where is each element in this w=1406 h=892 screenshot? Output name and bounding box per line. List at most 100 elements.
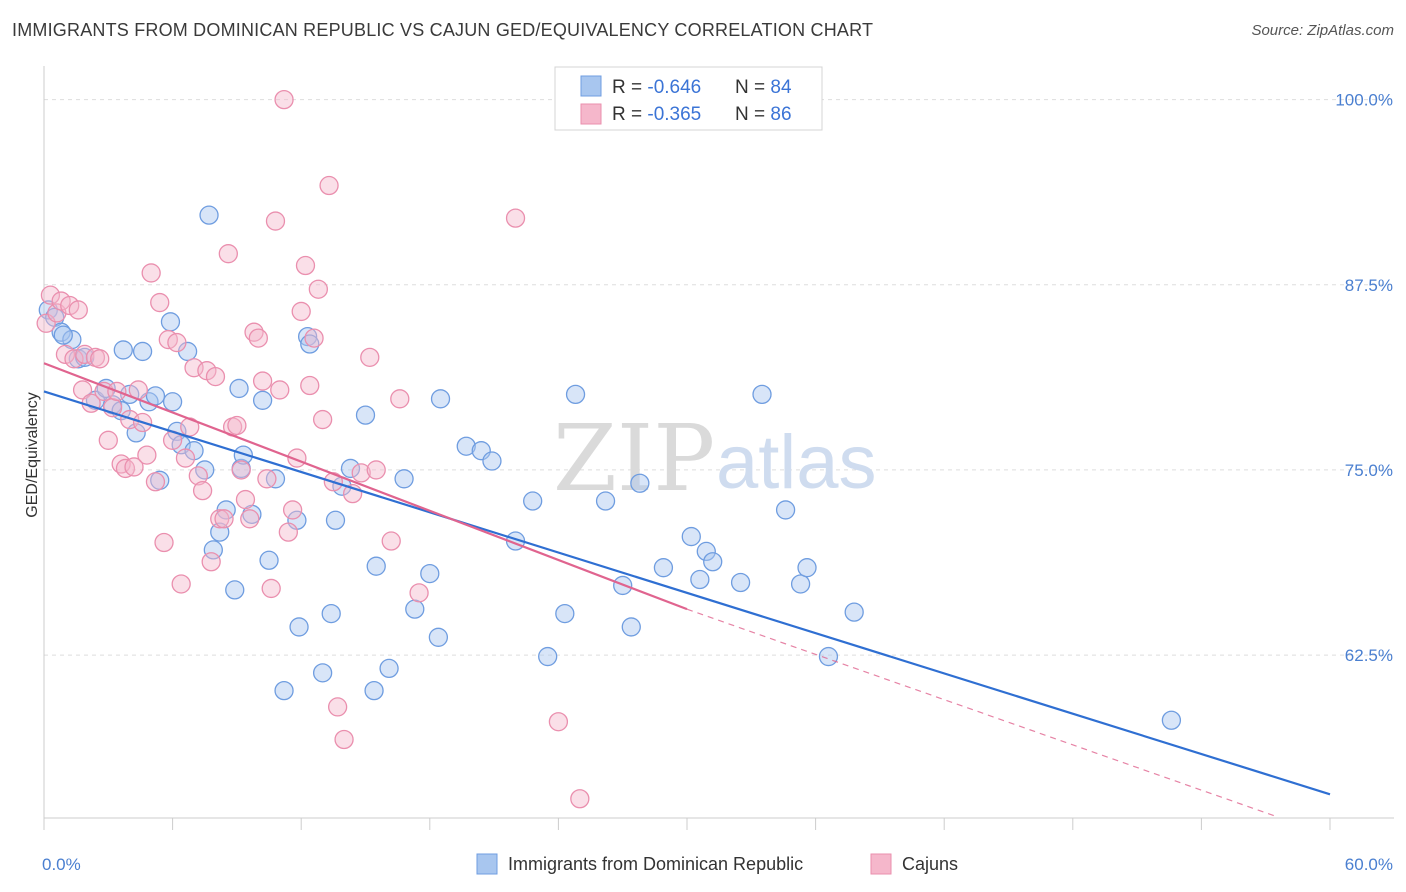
trend-line-cajun-extrapolated [686, 608, 1277, 818]
y-tick-label-1: 87.5% [1345, 276, 1393, 295]
dominican-point-29 [225, 580, 245, 600]
bottom-legend-label-cajuns: Cajuns [902, 854, 958, 874]
dominican-point-74 [752, 384, 772, 405]
dominican-point-43 [321, 603, 341, 624]
cajun-point-41 [214, 509, 234, 529]
x-tick-label-0: 0.0% [42, 855, 81, 874]
cajun-point-38 [201, 552, 221, 572]
dominican-point-51 [394, 469, 414, 489]
cajun-point-32 [175, 448, 196, 468]
dominican-point-42 [312, 663, 333, 683]
cajun-point-56 [278, 522, 298, 542]
source-credit: Source: ZipAtlas.com [1251, 22, 1394, 39]
dominican-point-58 [482, 451, 502, 471]
cajun-point-68 [334, 729, 354, 750]
dominican-point-34 [252, 390, 273, 410]
cajun-point-14 [98, 430, 118, 450]
dominican-point-69 [681, 526, 701, 547]
dominican-point-37 [274, 680, 294, 701]
y-tick-label-2: 75.0% [1345, 461, 1393, 480]
cajun-point-72 [366, 460, 386, 480]
cajun-point-5 [60, 295, 80, 316]
dominican-point-77 [797, 558, 817, 578]
cajun-point-27 [154, 532, 174, 553]
cajun-point-54 [270, 380, 290, 400]
dominican-point-16 [145, 386, 166, 406]
dominican-point-79 [844, 602, 864, 622]
bottom-legend-label-dominican: Immigrants from Dominican Republic [508, 854, 803, 874]
legend-r-value-1: -0.646 [647, 77, 701, 98]
dominican-point-11 [113, 340, 133, 360]
y-tick-label-3: 62.5% [1345, 646, 1393, 665]
dominican-point-70 [690, 569, 710, 590]
cajun-point-45 [231, 460, 251, 480]
dominican-point-64 [595, 491, 616, 511]
legend-r-label-2: R = [612, 104, 647, 125]
cajun-point-75 [409, 583, 429, 603]
dominican-point-30 [229, 378, 249, 399]
cajun-point-49 [248, 328, 268, 348]
legend-box: R = -0.646 N = 84 R = -0.365 N = 86 [554, 66, 823, 131]
dominican-point-19 [162, 392, 183, 412]
dominican-point-50 [379, 658, 399, 679]
dominican-point-4 [53, 325, 73, 345]
dominican-point-47 [355, 405, 376, 425]
series-cajun-points [36, 89, 590, 809]
cajun-point-65 [319, 175, 339, 196]
x-tick-label-1: 60.0% [1345, 855, 1393, 874]
dominican-point-32 [233, 445, 253, 465]
dominican-point-18 [160, 312, 181, 332]
cajun-point-6 [64, 349, 84, 369]
legend-swatch-blue [580, 75, 602, 97]
cajun-point-47 [240, 509, 260, 529]
cajun-point-25 [145, 472, 166, 492]
cajun-point-50 [252, 371, 273, 391]
dominican-point-66 [621, 617, 641, 637]
cajun-point-12 [90, 349, 110, 369]
cajun-point-42 [218, 244, 238, 264]
cajun-point-53 [265, 211, 286, 231]
cajun-point-63 [308, 279, 328, 299]
cajun-point-7 [68, 300, 88, 320]
legend-r-label-1: R = [612, 77, 647, 98]
cajun-point-55 [274, 89, 294, 110]
cajun-point-77 [548, 712, 569, 732]
tick-labels: 100.0% 87.5% 75.0% 62.5% 0.0% 60.0% [42, 91, 1393, 874]
dominican-point-73 [730, 572, 751, 593]
dominican-point-25 [199, 205, 219, 225]
dominican-point-80 [1161, 710, 1182, 730]
cajun-point-44 [227, 415, 247, 436]
y-tick-label-0: 100.0% [1335, 91, 1393, 110]
cajun-point-61 [300, 375, 320, 396]
dominican-point-54 [428, 627, 449, 647]
dominican-point-60 [523, 491, 543, 511]
cajun-point-78 [570, 789, 590, 809]
svg-text:R = -0.646: R = -0.646 [612, 77, 701, 98]
cajun-point-1 [40, 285, 61, 305]
dominican-point-35 [259, 550, 279, 570]
cajun-point-60 [295, 255, 316, 276]
dominican-point-52 [405, 599, 425, 619]
watermark-atlas: atlas [716, 420, 877, 505]
dominican-point-63 [565, 384, 586, 405]
watermark: ZIP atlas [553, 405, 877, 512]
cajun-point-24 [141, 263, 161, 283]
cajun-point-26 [150, 292, 170, 313]
cajun-point-20 [124, 457, 144, 477]
svg-text:N = 86: N = 86 [735, 104, 792, 125]
dominican-point-46 [340, 458, 361, 479]
axes [43, 66, 1394, 830]
dominican-point-53 [420, 563, 440, 584]
cajun-point-35 [188, 466, 208, 486]
cajun-point-59 [291, 301, 311, 322]
dominican-point-61 [538, 646, 558, 667]
dominican-point-67 [630, 473, 650, 493]
svg-text:N = 84: N = 84 [735, 77, 792, 98]
cajun-point-9 [75, 344, 95, 365]
dominican-point-76 [790, 574, 811, 594]
dominican-point-44 [325, 510, 346, 530]
bottom-legend: Immigrants from Dominican Republic Cajun… [476, 853, 958, 875]
trend-line-dominican [43, 390, 1331, 796]
cajun-point-52 [261, 578, 281, 599]
